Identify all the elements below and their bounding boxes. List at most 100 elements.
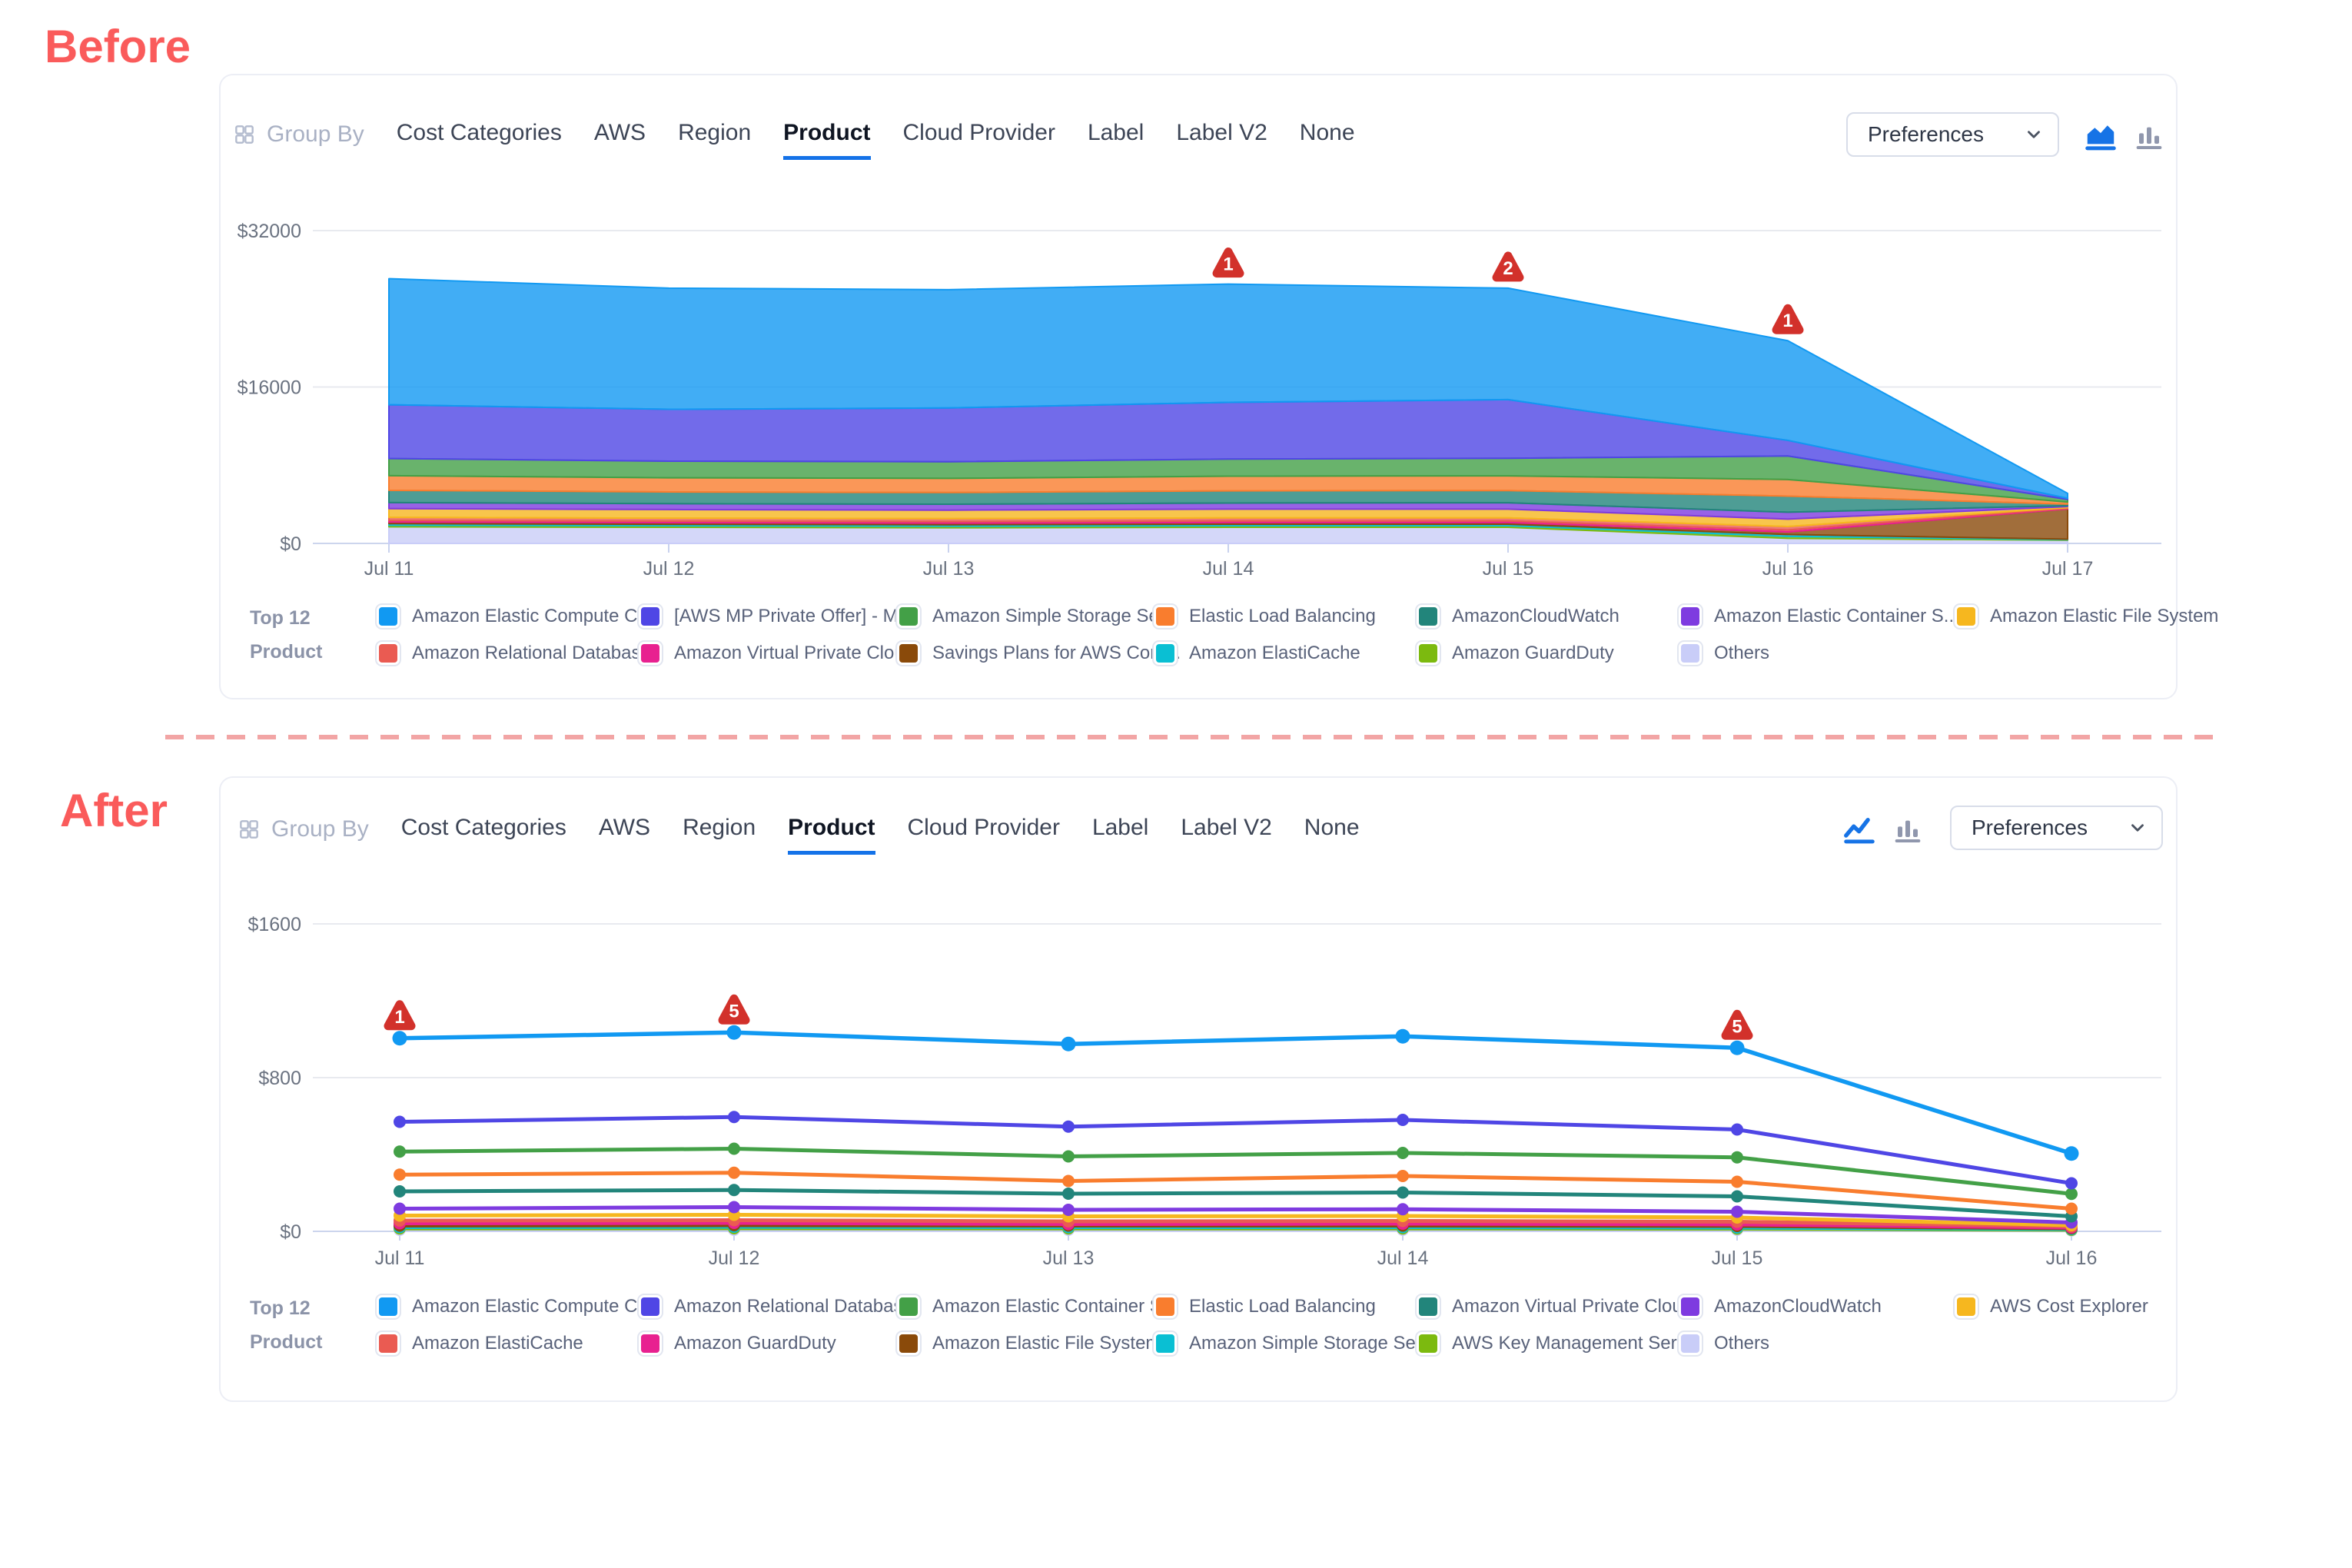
legend-item-elastic-load-balancing[interactable]: Elastic Load Balancing: [1154, 604, 1376, 629]
line-series-amazon-elastic-container-s[interactable]: [394, 1142, 2078, 1201]
legend-item-savings-plans-for-aws-com[interactable]: Savings Plans for AWS Com...: [897, 641, 1181, 666]
legend-item-amazon-elasticache[interactable]: Amazon ElastiCache: [1154, 641, 1360, 666]
data-point[interactable]: [1397, 1170, 1409, 1182]
legend-item-amazon-virtual-private-cloud[interactable]: Amazon Virtual Private Cloud: [1417, 1294, 1693, 1319]
data-point[interactable]: [1062, 1204, 1075, 1216]
tab-none[interactable]: None: [1304, 815, 1360, 840]
data-point[interactable]: [394, 1145, 406, 1158]
tab-label-v2[interactable]: Label V2: [1181, 815, 1272, 840]
tab-aws[interactable]: AWS: [598, 815, 651, 840]
preferences-button[interactable]: Preferences: [1950, 806, 2163, 850]
bar-chart-icon[interactable]: [2134, 121, 2164, 151]
data-point[interactable]: [1062, 1120, 1075, 1133]
tab-cloud-provider[interactable]: Cloud Provider: [907, 815, 1060, 840]
legend-item-amazon-guardduty[interactable]: Amazon GuardDuty: [639, 1331, 836, 1356]
legend-label: Amazon GuardDuty: [1452, 643, 1614, 663]
tab-region[interactable]: Region: [678, 120, 752, 145]
data-point[interactable]: [1731, 1190, 1743, 1203]
legend-item-amazon-elastic-compute-cl[interactable]: Amazon Elastic Compute Cl...: [377, 1294, 657, 1319]
anomaly-marker[interactable]: 1: [1212, 247, 1244, 278]
line-series-amazon-virtual-private-cloud[interactable]: [394, 1184, 2078, 1223]
legend-item-amazon-elastic-file-system[interactable]: Amazon Elastic File System: [897, 1331, 1161, 1356]
legend-item-amazon-relational-databas[interactable]: Amazon Relational Databas...: [639, 1294, 919, 1319]
data-point[interactable]: [394, 1185, 406, 1198]
data-point[interactable]: [728, 1166, 740, 1179]
legend-item-amazon-elasticache[interactable]: Amazon ElastiCache: [377, 1331, 583, 1356]
tab-product[interactable]: Product: [783, 120, 871, 160]
legend-item-amazon-relational-databas[interactable]: Amazon Relational Databas...: [377, 641, 656, 666]
legend-item-amazon-simple-storage-ser[interactable]: Amazon Simple Storage Ser...: [1154, 1331, 1437, 1356]
line-series-elastic-load-balancing[interactable]: [394, 1166, 2078, 1215]
data-point[interactable]: [728, 1184, 740, 1197]
anomaly-marker[interactable]: 1: [384, 1000, 416, 1031]
data-point[interactable]: [1731, 1123, 1743, 1136]
data-point[interactable]: [1731, 1205, 1743, 1218]
data-point[interactable]: [2065, 1188, 2078, 1201]
legend-item-amazon-elastic-container-s[interactable]: Amazon Elastic Container S...: [1679, 604, 1959, 629]
legend-item-elastic-load-balancing[interactable]: Elastic Load Balancing: [1154, 1294, 1376, 1319]
legend-item-amazon-guardduty[interactable]: Amazon GuardDuty: [1417, 641, 1614, 666]
line-chart-icon[interactable]: [1842, 812, 1877, 847]
before-cost-chart[interactable]: $0 $16000 $32000 Jul 11 Jul 12 Jul 13 Jul 14 Ju…: [238, 221, 2161, 580]
legend-item-amazon-elastic-compute-cl[interactable]: Amazon Elastic Compute Cl...: [377, 604, 657, 629]
data-point[interactable]: [728, 1111, 740, 1124]
tab-cost-categories[interactable]: Cost Categories: [396, 120, 562, 145]
data-point[interactable]: [1062, 1174, 1075, 1188]
data-point[interactable]: [1395, 1028, 1410, 1044]
anomaly-marker[interactable]: 5: [718, 994, 750, 1025]
anomaly-marker[interactable]: 1: [1772, 304, 1804, 334]
tab-label-v2[interactable]: Label V2: [1176, 120, 1267, 145]
bar-chart-icon[interactable]: [1892, 814, 1923, 845]
line-series-amazon-elastic-compute-cl[interactable]: [392, 1025, 2079, 1161]
x-axis-label: Jul 11: [375, 1247, 425, 1269]
legend-item-aws-key-management-serv[interactable]: AWS Key Management Serv...: [1417, 1331, 1700, 1356]
tab-none[interactable]: None: [1299, 120, 1355, 145]
legend-item-aws-cost-explorer[interactable]: AWS Cost Explorer: [1955, 1294, 2148, 1319]
legend-item-others[interactable]: Others: [1679, 1331, 1769, 1356]
anomaly-marker[interactable]: 2: [1492, 251, 1524, 282]
tab-aws[interactable]: AWS: [593, 120, 646, 145]
data-point[interactable]: [1062, 1150, 1075, 1163]
data-point[interactable]: [726, 1025, 742, 1040]
data-point[interactable]: [1731, 1151, 1743, 1164]
data-point[interactable]: [1397, 1203, 1409, 1216]
legend-item-amazon-elastic-file-system[interactable]: Amazon Elastic File System: [1955, 604, 2218, 629]
data-point[interactable]: [2065, 1202, 2078, 1215]
data-point[interactable]: [392, 1031, 407, 1046]
legend-item-amazoncloudwatch[interactable]: AmazonCloudWatch: [1417, 604, 1619, 629]
tab-region[interactable]: Region: [683, 815, 756, 840]
data-point[interactable]: [728, 1201, 740, 1214]
preferences-button[interactable]: Preferences: [1846, 112, 2059, 157]
legend-item-amazon-elastic-container-s[interactable]: Amazon Elastic Container S...: [897, 1294, 1178, 1319]
tab-label[interactable]: Label: [1091, 815, 1149, 840]
anomaly-count: 1: [394, 1007, 404, 1028]
data-point[interactable]: [1731, 1175, 1743, 1188]
data-point[interactable]: [394, 1115, 406, 1128]
data-point[interactable]: [1062, 1188, 1075, 1200]
legend-item-amazon-virtual-private-cloud[interactable]: Amazon Virtual Private Cloud: [639, 641, 915, 666]
data-point[interactable]: [1061, 1036, 1076, 1051]
data-point[interactable]: [1729, 1040, 1745, 1055]
tab-product[interactable]: Product: [788, 815, 875, 855]
area-series-amazon-elastic-compute-cl[interactable]: [388, 277, 2068, 500]
tab-cloud-provider[interactable]: Cloud Provider: [902, 120, 1055, 145]
after-cost-chart[interactable]: $0 $800 $1600 Jul 11 Jul 12 Jul 13 Jul 14 Jul 1…: [247, 914, 2161, 1269]
line-series-amazon-relational-databas[interactable]: [394, 1111, 2078, 1190]
legend-item-aws-mp-private-offer-m[interactable]: [AWS MP Private Offer] - M...: [639, 604, 914, 629]
data-point[interactable]: [394, 1202, 406, 1215]
data-point[interactable]: [2065, 1177, 2078, 1190]
data-point[interactable]: [2064, 1146, 2079, 1161]
data-point[interactable]: [1397, 1114, 1409, 1126]
legend-swatch: [1679, 642, 1702, 665]
legend-item-others[interactable]: Others: [1679, 641, 1769, 666]
tab-label[interactable]: Label: [1087, 120, 1144, 145]
tab-cost-categories[interactable]: Cost Categories: [400, 815, 566, 840]
data-point[interactable]: [394, 1168, 406, 1181]
legend-item-amazon-simple-storage-ser[interactable]: Amazon Simple Storage Ser...: [897, 604, 1180, 629]
anomaly-marker[interactable]: 5: [1721, 1009, 1753, 1040]
data-point[interactable]: [728, 1142, 740, 1155]
legend-item-amazoncloudwatch[interactable]: AmazonCloudWatch: [1679, 1294, 1882, 1319]
data-point[interactable]: [1397, 1186, 1409, 1199]
data-point[interactable]: [1397, 1147, 1409, 1159]
area-chart-icon[interactable]: [2083, 118, 2118, 154]
